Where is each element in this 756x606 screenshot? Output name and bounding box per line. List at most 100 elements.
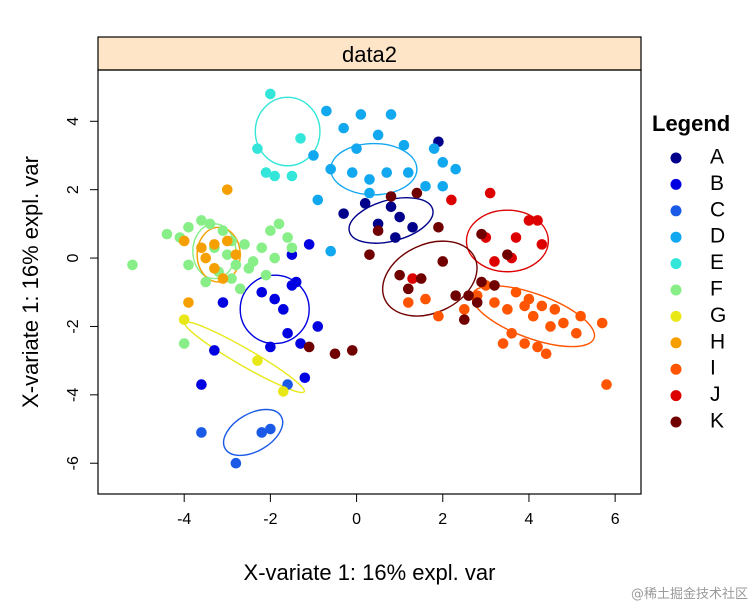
point-F	[282, 232, 293, 243]
legend-label-F: F	[710, 278, 723, 301]
legend-marker-D	[670, 231, 682, 243]
point-G	[252, 355, 263, 366]
point-D	[381, 167, 393, 178]
y-tick-label: -6	[65, 456, 82, 470]
point-K	[411, 187, 423, 199]
point-J	[510, 232, 522, 243]
point-F	[221, 249, 233, 260]
point-K	[394, 269, 405, 281]
point-E	[286, 170, 298, 182]
point-B	[269, 293, 280, 305]
point-I	[497, 338, 509, 349]
x-axis-title: X-variate 1: 16% expl. var	[244, 560, 496, 585]
point-K	[433, 221, 444, 233]
y-axis-title: X-variate 1: 16% expl. var	[18, 156, 43, 408]
panel-strip-bg	[97, 36, 642, 71]
point-F	[260, 269, 272, 281]
point-C	[196, 427, 207, 438]
point-I	[558, 317, 569, 329]
point-I	[527, 310, 539, 322]
legend-marker-F	[670, 284, 682, 296]
point-K	[471, 297, 483, 308]
legend-marker-J	[670, 390, 682, 402]
legend-label-H: H	[710, 330, 725, 353]
legend-title: Legend	[652, 111, 730, 136]
ellipse-J	[465, 209, 550, 273]
point-F	[196, 215, 207, 226]
point-F	[226, 273, 237, 284]
point-F	[243, 263, 255, 274]
point-K	[489, 280, 500, 291]
point-F	[256, 242, 268, 254]
data-points	[127, 88, 612, 469]
point-F	[217, 225, 229, 237]
point-K	[372, 225, 384, 237]
point-C	[230, 457, 242, 469]
point-F	[127, 259, 138, 271]
point-K	[303, 341, 315, 353]
point-J	[407, 273, 418, 284]
point-D	[325, 245, 337, 257]
legend-label-A: A	[710, 146, 724, 169]
point-K	[402, 283, 414, 295]
point-E	[295, 133, 306, 144]
point-B	[209, 345, 220, 356]
point-A	[394, 211, 405, 223]
point-K	[459, 314, 470, 325]
point-K	[463, 290, 474, 301]
point-D	[364, 174, 375, 185]
point-H	[209, 239, 220, 250]
y-tick-label: -4	[65, 388, 82, 402]
point-D	[437, 157, 449, 168]
point-K	[476, 228, 487, 240]
point-E	[269, 170, 280, 182]
point-B	[265, 341, 276, 353]
ellipse-K	[381, 240, 478, 317]
legend-marker-C	[670, 205, 682, 217]
ellipse-E	[254, 96, 321, 167]
point-I	[536, 300, 548, 312]
y-tick-label: -2	[65, 319, 82, 333]
panel-strip: data2	[342, 42, 397, 67]
point-B	[312, 321, 324, 332]
point-B	[217, 297, 229, 308]
point-I	[523, 293, 535, 305]
point-D	[428, 143, 440, 154]
point-J	[446, 194, 457, 206]
point-F	[178, 338, 190, 349]
point-H	[200, 252, 212, 264]
point-A	[390, 232, 401, 243]
point-A	[359, 198, 371, 209]
legend-label-I: I	[710, 357, 716, 380]
point-I	[459, 304, 470, 315]
point-D	[450, 163, 461, 175]
point-K	[476, 276, 487, 288]
point-B	[282, 327, 293, 339]
legend-label-G: G	[710, 304, 726, 327]
point-F	[273, 218, 285, 230]
point-J	[536, 239, 548, 250]
point-D	[398, 139, 410, 151]
point-K	[329, 348, 341, 360]
point-I	[502, 304, 513, 315]
point-C	[265, 423, 276, 435]
legend-marker-I	[670, 363, 682, 375]
x-tick-label: 2	[438, 511, 447, 528]
point-H	[221, 235, 233, 247]
x-tick-label: 6	[611, 511, 620, 528]
plot-border	[97, 69, 642, 495]
point-D	[338, 122, 349, 134]
point-D	[402, 167, 414, 178]
legend-marker-A	[670, 152, 682, 164]
point-D	[364, 187, 375, 199]
point-B	[196, 379, 207, 390]
point-H	[230, 249, 242, 260]
point-A	[338, 208, 349, 219]
legend-label-J: J	[710, 383, 721, 406]
point-E	[252, 143, 263, 154]
y-tick-label: 0	[65, 254, 82, 263]
point-I	[601, 379, 612, 390]
point-J	[484, 187, 496, 199]
point-J	[532, 215, 543, 226]
point-D	[308, 150, 319, 161]
